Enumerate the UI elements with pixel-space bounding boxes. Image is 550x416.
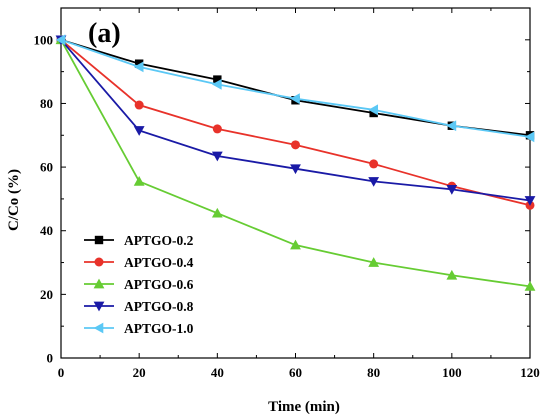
data-point [290,239,301,250]
data-point [211,151,223,162]
axis-tick-labels: 0 20 40 60 80 100 120 0 20 40 60 80 100 [34,32,540,380]
x-tick-label: 60 [289,365,302,380]
legend-item: APTGO-0.2 [84,233,194,248]
panel-label: (a) [88,18,121,49]
y-tick-label: 60 [40,160,53,175]
y-tick-label: 20 [40,287,53,302]
data-point [369,108,378,118]
y-tick-label: 0 [47,351,54,366]
legend-item: APTGO-0.6 [84,277,194,292]
legend-label: APTGO-0.8 [124,299,194,314]
data-point [524,131,535,143]
series-line [60,39,531,288]
data-point [212,124,222,134]
data-point [133,126,145,136]
y-tick-label: 80 [40,96,53,111]
data-point [211,78,222,90]
legend-label: APTGO-0.6 [124,277,194,292]
data-point [291,140,300,150]
data-point [133,176,145,186]
y-axis-title: C/Co (%) [6,169,22,231]
x-tick-label: 120 [520,365,540,380]
data-point [446,269,458,280]
data-point [290,93,300,105]
series-aptgo-0-4 [56,35,535,210]
y-tick-label: 100 [34,32,54,47]
data-point [368,257,380,267]
data-point [290,164,301,175]
legend-marker [94,257,104,267]
x-tick-label: 0 [58,365,65,380]
x-tick-label: 20 [133,365,146,380]
legend-marker [93,322,104,334]
data-point [446,185,458,195]
y-tick-label: 40 [40,223,53,238]
legend-label: APTGO-1.0 [124,321,194,336]
legend-item: APTGO-0.4 [84,255,194,270]
series-layer [55,34,536,291]
legend-item: APTGO-0.8 [84,299,194,314]
x-tick-label: 100 [442,365,462,380]
data-point [211,207,223,218]
x-tick-label: 80 [367,365,380,380]
data-point [368,104,378,116]
x-tick-label: 40 [211,365,224,380]
data-point [213,75,222,84]
legend-marker [94,235,104,245]
series-aptgo-1-0 [55,34,535,143]
x-axis-title: Time (min) [268,399,340,415]
legend-item: APTGO-1.0 [84,321,194,336]
data-point [524,281,536,291]
legend: APTGO-0.2 APTGO-0.4 APTGO-0.6 APTGO-0.8 APTG… [84,233,194,336]
legend-marker [93,301,105,312]
data-point [134,59,144,68]
legend-label: APTGO-0.4 [124,255,194,270]
data-point [369,159,379,169]
data-point [524,196,536,206]
series-aptgo-0-2 [56,35,535,140]
legend-label: APTGO-0.2 [124,233,194,248]
data-point [134,100,144,110]
data-point [133,61,144,73]
data-point [368,177,380,187]
data-point [55,34,66,46]
data-point [446,120,457,132]
series-aptgo-0-6 [55,34,536,291]
legend-marker [93,278,105,289]
